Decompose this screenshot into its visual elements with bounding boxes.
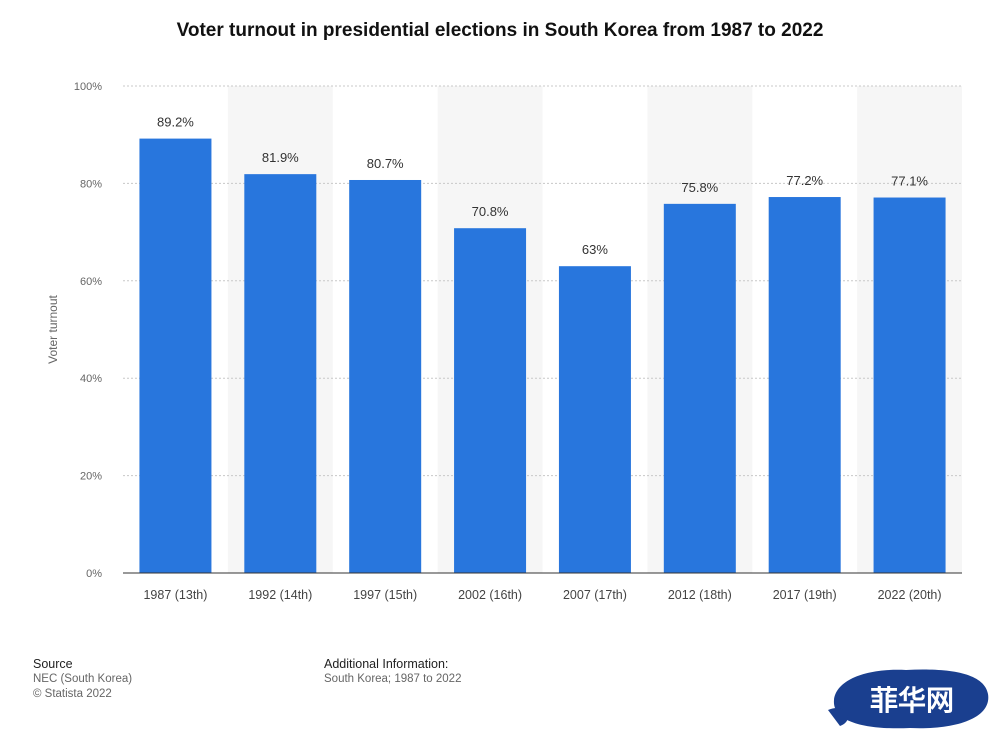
value-labels: 89.2% 81.9% 80.7% 70.8% 63% 75.8% 77.2% 77.1% — [157, 115, 928, 258]
watermark-logo: 菲华网 — [828, 669, 989, 729]
y-tick-label: 40% — [80, 373, 102, 385]
y-axis-ticks: 0% 20% 40% 60% 80% 100% — [74, 81, 102, 580]
bar-chart: 0% 20% 40% 60% 80% 100% 89.2% 81.9% 80.7% 70.8% 6… — [46, 81, 962, 602]
watermark-brush-shape — [833, 669, 989, 729]
bar-value-label: 77.1% — [891, 174, 928, 189]
x-tick-label: 2012 (18th) — [668, 588, 732, 602]
bar — [454, 228, 527, 574]
bar — [349, 179, 422, 573]
source-line-1: NEC (South Korea) — [33, 673, 133, 685]
bar-value-label: 63% — [582, 242, 608, 257]
y-tick-label: 60% — [80, 276, 102, 288]
bar — [139, 138, 212, 573]
x-tick-label: 2007 (17th) — [563, 588, 627, 602]
x-tick-label: 2017 (19th) — [773, 588, 837, 602]
x-tick-label: 2002 (16th) — [458, 588, 522, 602]
x-tick-label: 2022 (20th) — [878, 588, 942, 602]
x-tick-label: 1997 (15th) — [353, 588, 417, 602]
y-tick-label: 0% — [86, 568, 102, 580]
additional-info-heading: Additional Information: — [324, 657, 449, 671]
source-line-2: © Statista 2022 — [33, 688, 112, 700]
x-tick-label: 1992 (14th) — [248, 588, 312, 602]
y-tick-label: 80% — [80, 178, 102, 190]
y-axis-label: Voter turnout — [46, 294, 60, 363]
additional-info-block: Additional Information: South Korea; 198… — [324, 657, 461, 687]
bar-value-label: 77.2% — [786, 173, 823, 188]
x-tick-label: 1987 (13th) — [143, 588, 207, 602]
y-tick-label: 20% — [80, 471, 102, 483]
additional-info-line: South Korea; 1987 to 2022 — [324, 673, 462, 685]
bar-value-label: 81.9% — [262, 150, 299, 165]
bars — [139, 138, 946, 574]
bar — [768, 197, 841, 573]
bar — [873, 197, 946, 573]
source-block: Source NEC (South Korea) © Statista 2022 — [33, 657, 132, 702]
source-heading: Source — [33, 657, 73, 671]
bar-value-label: 80.7% — [367, 156, 404, 171]
bar — [558, 266, 631, 573]
bar — [663, 203, 736, 573]
y-tick-label: 100% — [74, 81, 102, 93]
bar-value-label: 89.2% — [157, 115, 194, 130]
x-axis-ticks: 1987 (13th) 1992 (14th) 1997 (15th) 2002 (1… — [143, 588, 941, 602]
watermark-text: 菲华网 — [870, 684, 954, 717]
watermark-brush-tail — [828, 707, 849, 726]
bar-value-label: 70.8% — [472, 204, 509, 219]
bar-value-label: 75.8% — [681, 180, 718, 195]
chart-title: Voter turnout in presidential elections … — [176, 20, 824, 41]
bar — [244, 174, 317, 573]
